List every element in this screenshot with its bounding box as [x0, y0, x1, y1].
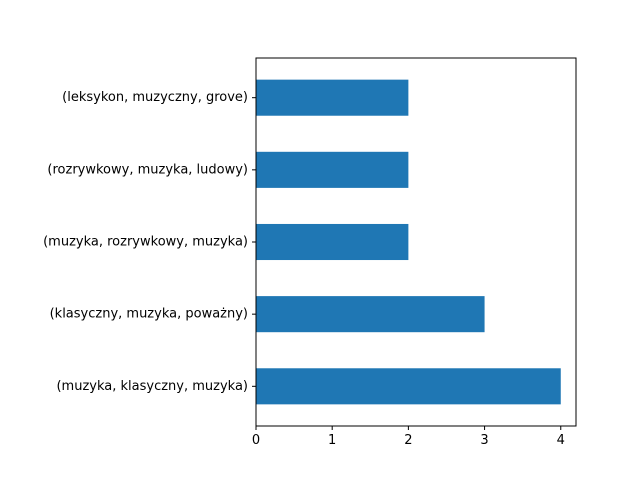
bar	[256, 223, 409, 261]
bars-group	[256, 79, 561, 405]
x-tick-label: 3	[480, 433, 488, 448]
y-tick-label: (rozrywkowy, muzyka, ludowy)	[47, 162, 248, 177]
y-tick-label: (klasyczny, muzyka, poważny)	[50, 307, 248, 322]
x-tick-label: 4	[557, 433, 565, 448]
y-tick-label: (muzyka, rozrywkowy, muzyka)	[43, 235, 248, 250]
y-tick-label: (leksykon, muzyczny, grove)	[62, 90, 248, 105]
y-axis-ticks: (muzyka, klasyczny, muzyka) (klasyczny, m…	[43, 90, 256, 394]
x-tick-label: 0	[252, 433, 260, 448]
bar	[256, 151, 409, 188]
x-tick-label: 2	[404, 433, 412, 448]
y-tick-label: (muzyka, klasyczny, muzyka)	[56, 379, 248, 394]
bar	[256, 368, 561, 405]
plot-frame	[255, 57, 577, 427]
bar	[256, 79, 409, 116]
bar	[256, 296, 485, 333]
x-axis-ticks: 0 1 2 3 4	[252, 426, 565, 448]
x-tick-label: 1	[328, 433, 336, 448]
